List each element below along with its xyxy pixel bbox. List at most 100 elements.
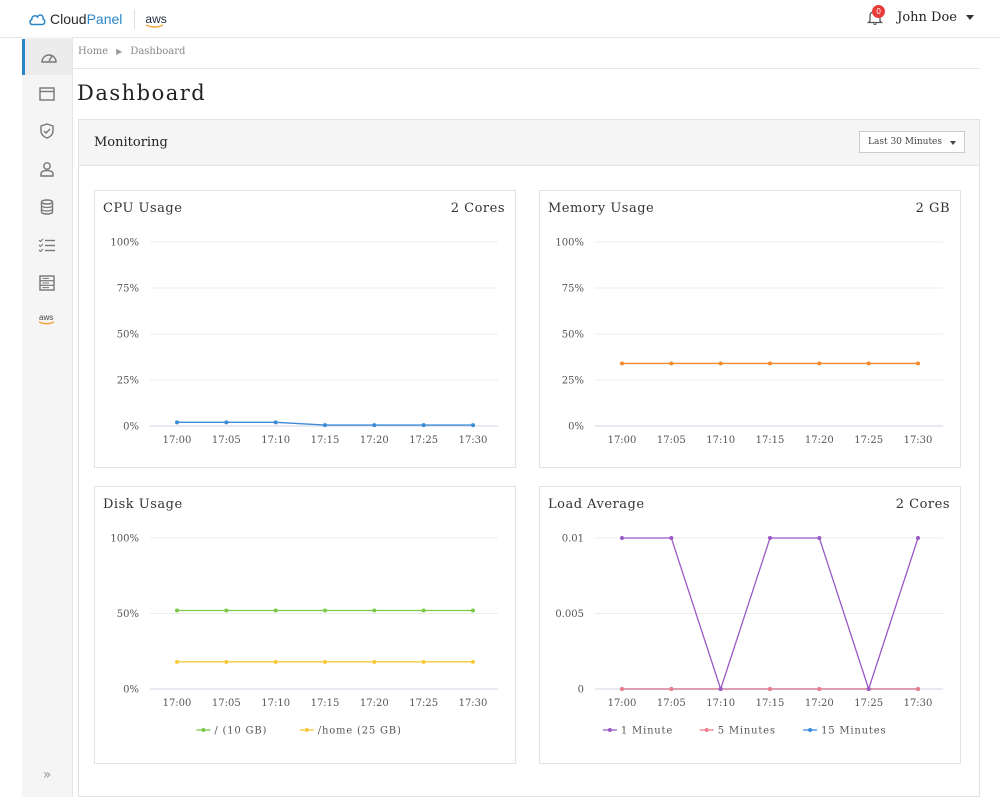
chart-canvas: 100% 75% 50% 25% 0% 17:00 17:05 17:10 17:15 17:20… — [110, 238, 498, 446]
data-point — [421, 659, 426, 664]
data-point — [768, 361, 772, 366]
chevron-down-icon — [950, 141, 956, 145]
brand-divider — [134, 9, 136, 29]
chart-meta: 2 Cores — [895, 497, 950, 512]
data-point — [718, 361, 723, 366]
sidebar-item-dashboard[interactable] — [22, 39, 72, 75]
x-tick-label: 17:20 — [360, 435, 389, 446]
chevron-down-icon[interactable] — [966, 14, 974, 20]
x-tick-label: 17:10 — [261, 435, 290, 446]
user-name[interactable]: John Doe — [897, 9, 957, 25]
browser-window-icon — [39, 87, 55, 101]
sidebar: aws » — [22, 37, 73, 797]
data-point — [817, 536, 822, 540]
x-tick-label: 17:30 — [904, 435, 933, 446]
x-tick-label: 17:00 — [163, 435, 192, 446]
chart-canvas: 0.01 0.005 0 17:00 17:05 17:10 17:15 17:20 17:25… — [555, 534, 943, 737]
sidebar-item-server[interactable] — [22, 265, 72, 301]
x-tick-label: 17:00 — [163, 698, 192, 709]
user-icon — [40, 162, 54, 177]
legend-swatch-dot — [607, 728, 612, 732]
x-tick-label: 17:30 — [459, 435, 488, 446]
data-point — [224, 608, 229, 613]
chart-title: Memory Usage — [548, 201, 655, 216]
data-point — [768, 687, 772, 691]
legend-label: /home (25 GB) — [318, 726, 402, 737]
y-tick-label: 75% — [117, 284, 139, 295]
data-point — [620, 536, 624, 540]
breadcrumb-home[interactable]: Home — [78, 46, 109, 57]
y-tick-label: 100% — [110, 534, 139, 545]
data-point — [916, 361, 920, 366]
sidebar-item-databases[interactable] — [22, 189, 72, 225]
x-tick-label: 17:25 — [854, 435, 883, 446]
y-tick-label: 0.01 — [562, 534, 584, 545]
chart-meta: 2 GB — [915, 201, 950, 216]
legend-label: / (10 GB) — [214, 726, 267, 737]
x-tick-label: 17:00 — [608, 698, 637, 709]
data-point — [273, 420, 278, 425]
data-point — [175, 659, 179, 664]
page-title: Dashboard — [77, 81, 207, 105]
data-point — [421, 608, 426, 613]
data-point — [718, 687, 723, 691]
y-tick-label: 25% — [117, 376, 139, 387]
monitoring-title: Monitoring — [94, 135, 168, 150]
data-point — [768, 536, 772, 540]
sidebar-expand-button[interactable]: » — [42, 767, 52, 783]
y-tick-label: 100% — [110, 238, 139, 249]
sidebar-item-security[interactable] — [22, 113, 72, 149]
data-point — [372, 608, 377, 613]
data-point — [421, 423, 426, 428]
x-tick-label: 17:15 — [311, 435, 340, 446]
brand-name-accent: Panel — [86, 11, 123, 27]
brand-name-primary: Cloud — [50, 11, 87, 27]
legend-swatch-dot — [304, 728, 309, 732]
legend-swatch-dot — [201, 728, 206, 732]
breadcrumb: Home ▶ Dashboard — [78, 46, 185, 57]
user-menu[interactable]: 0 John Doe — [867, 5, 974, 26]
monitoring-panel: Monitoring Last 30 Minutes CPU Usage 2 C… — [78, 119, 980, 797]
notifications-button[interactable]: 0 — [867, 5, 886, 26]
data-point — [224, 420, 229, 425]
data-point — [669, 687, 674, 691]
aws-smile-icon — [146, 24, 164, 28]
x-tick-label: 17:05 — [212, 435, 241, 446]
database-icon — [40, 199, 54, 215]
y-tick-label: 25% — [562, 376, 584, 387]
y-tick-label: 0% — [123, 685, 139, 696]
x-tick-label: 17:15 — [311, 698, 340, 709]
chart-meta: 2 Cores — [450, 201, 505, 216]
aws-icon: aws — [38, 313, 55, 325]
sidebar-item-sites[interactable] — [22, 76, 72, 112]
data-point — [175, 420, 179, 425]
breadcrumb-current: Dashboard — [130, 46, 186, 57]
brand[interactable]: CloudPanel aws — [28, 9, 167, 29]
x-tick-label: 17:10 — [261, 698, 290, 709]
data-point — [323, 659, 327, 664]
legend-swatch-dot — [704, 728, 709, 732]
aws-logo: aws — [145, 13, 167, 28]
x-tick-label: 17:20 — [805, 698, 834, 709]
brand-name: CloudPanel — [50, 11, 122, 27]
time-range-select[interactable]: Last 30 Minutes — [859, 131, 965, 153]
sidebar-item-aws[interactable]: aws — [22, 301, 72, 337]
load-average-card: Load Average 2 Cores 0.01 0.005 0 17:00 17:0… — [539, 486, 961, 764]
chart-title: Disk Usage — [103, 497, 183, 512]
chart-title: Load Average — [548, 497, 645, 512]
sidebar-item-users[interactable] — [22, 151, 72, 187]
data-point — [372, 659, 377, 664]
data-point — [620, 361, 624, 366]
y-tick-label: 0% — [568, 422, 584, 433]
x-tick-label: 17:15 — [756, 435, 785, 446]
dashboard-icon — [40, 54, 57, 63]
x-tick-label: 17:15 — [756, 698, 785, 709]
data-point — [916, 536, 920, 540]
legend-label: 1 Minute — [621, 726, 673, 737]
y-tick-label: 50% — [562, 330, 584, 341]
y-tick-label: 50% — [117, 330, 139, 341]
sidebar-item-tasks[interactable] — [22, 227, 72, 263]
cpu-usage-card: CPU Usage 2 Cores 100% 75% 50% 25% 0% 17:00 17… — [94, 190, 516, 468]
x-tick-label: 17:30 — [459, 698, 488, 709]
chart-title: CPU Usage — [103, 201, 183, 216]
